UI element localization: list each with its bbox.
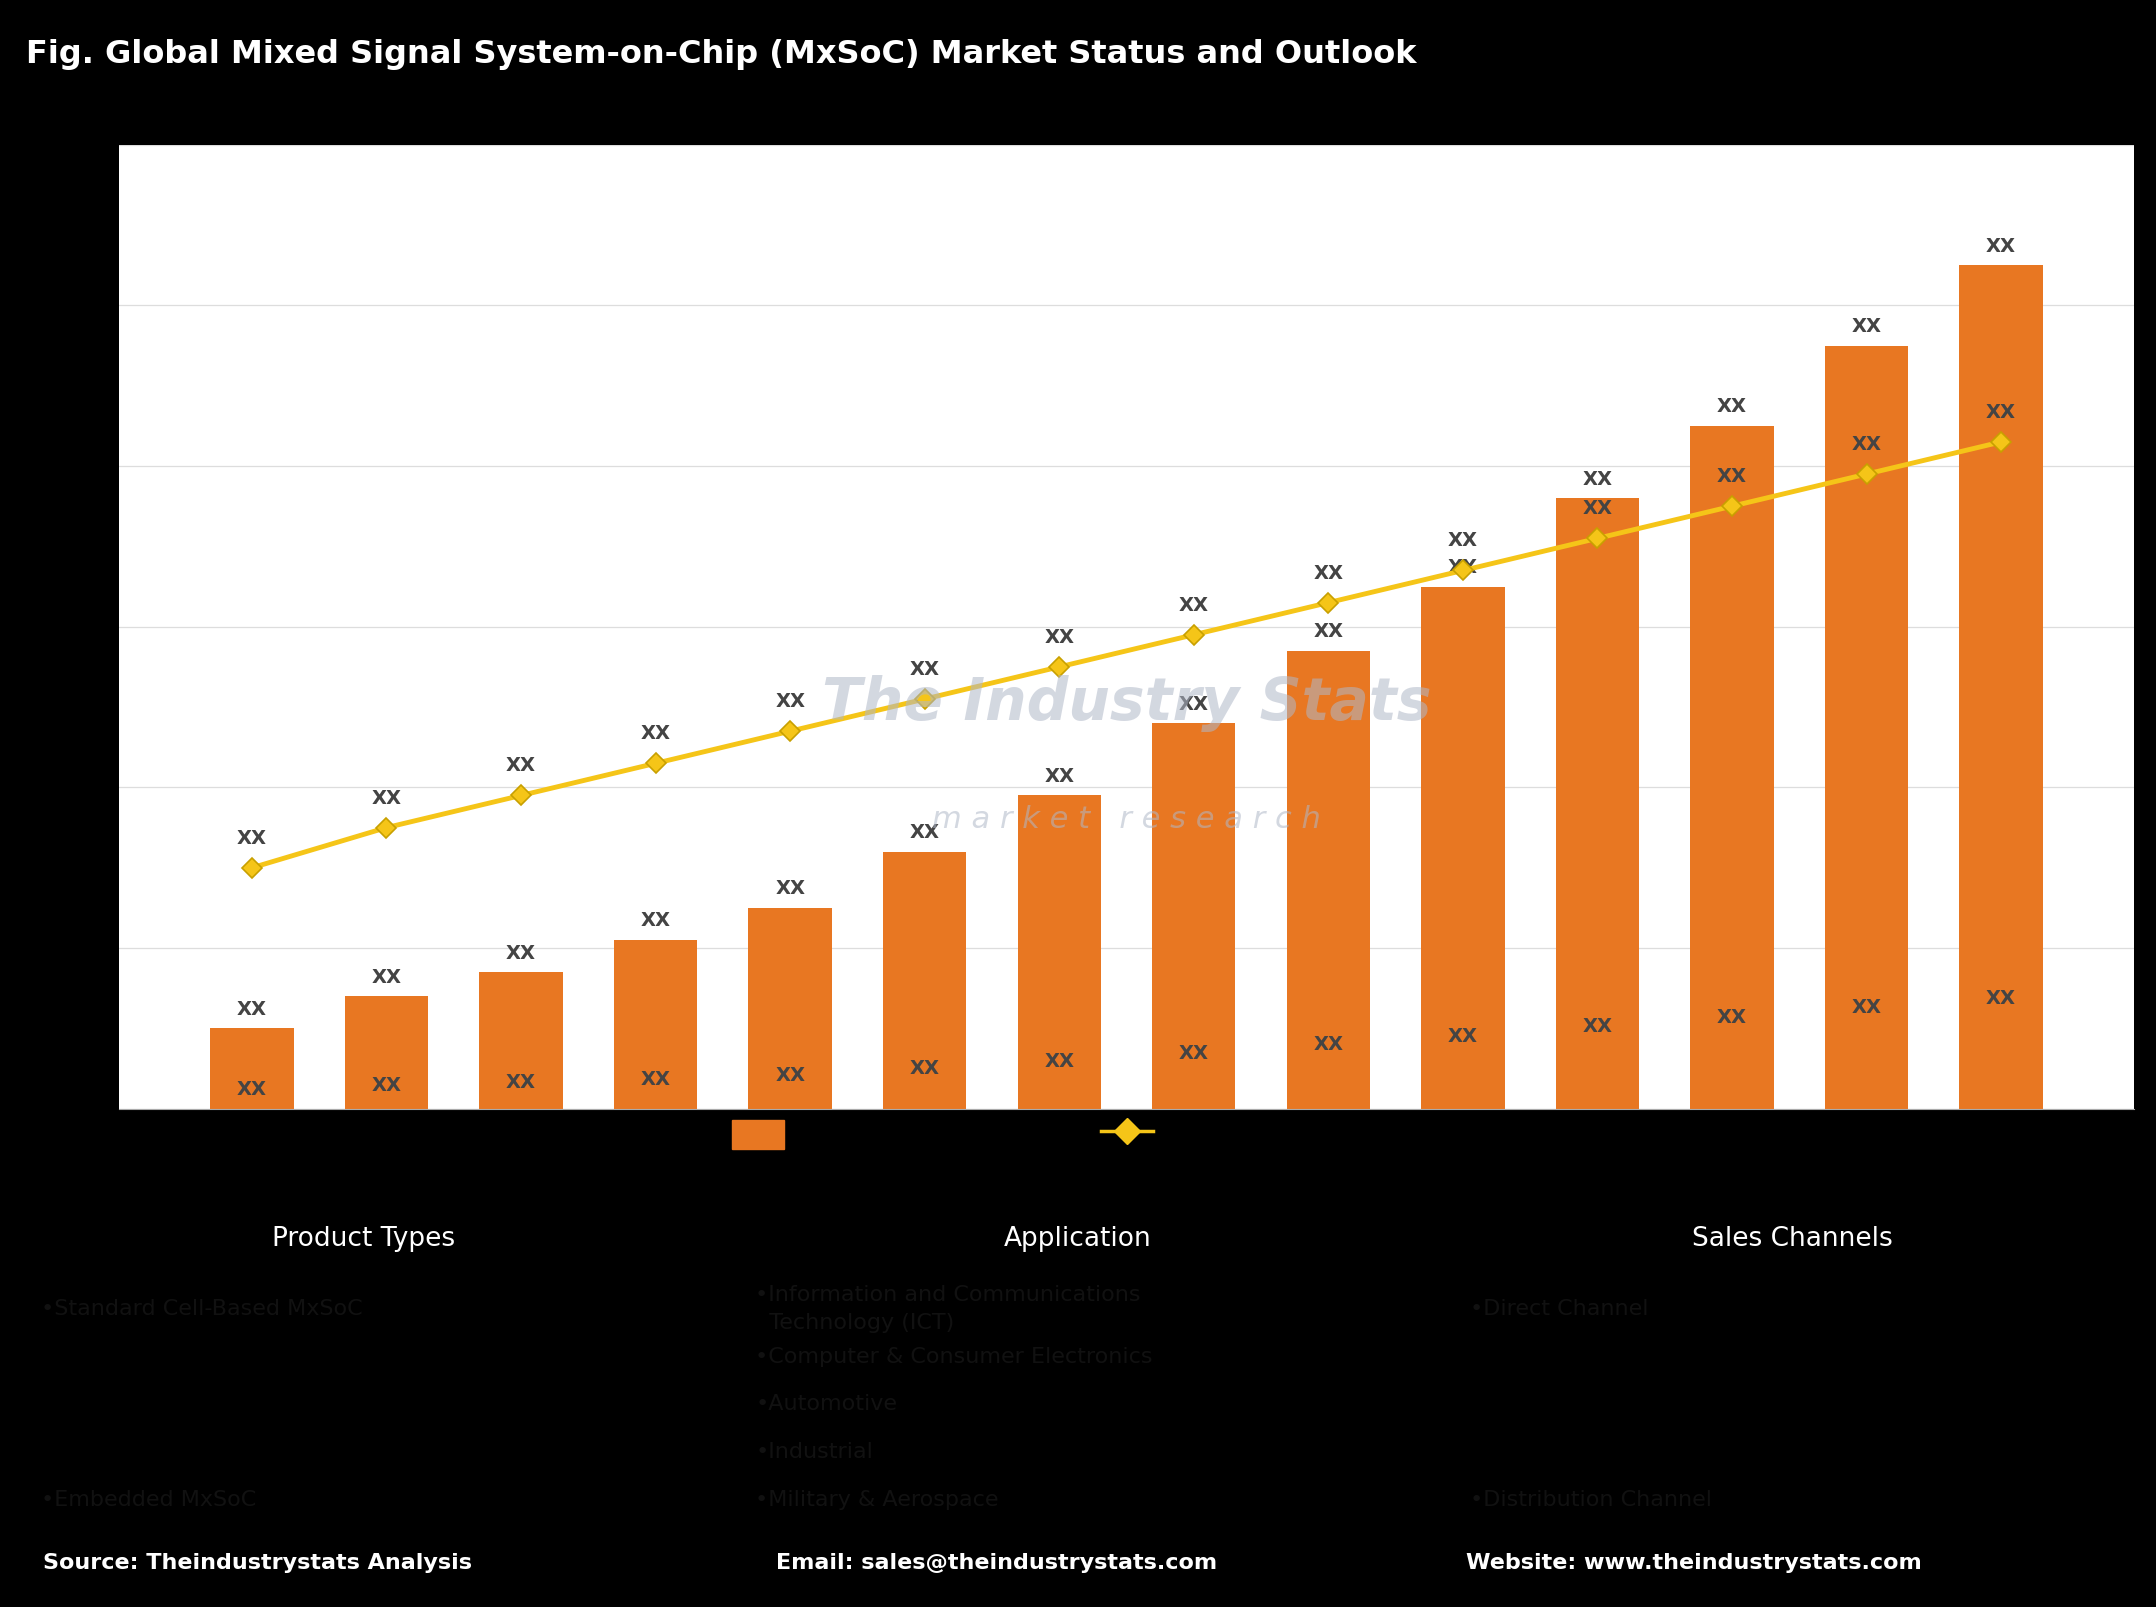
Text: XX: XX [1179, 596, 1210, 615]
Text: •Direct Channel: •Direct Channel [1470, 1300, 1647, 1319]
Text: XX: XX [237, 829, 267, 848]
Bar [209, 1028, 293, 1109]
Text: XX: XX [776, 879, 804, 898]
Text: •Distribution Channel: •Distribution Channel [1470, 1490, 1712, 1509]
Bar [614, 940, 696, 1109]
Text: XX: XX [1179, 694, 1210, 714]
Text: •Embedded MxSoC: •Embedded MxSoC [41, 1490, 257, 1509]
Text: XX: XX [1583, 1017, 1613, 1035]
Text: XX: XX [1044, 628, 1074, 648]
Text: XX: XX [371, 967, 401, 987]
Text: XX: XX [237, 1000, 267, 1019]
Bar [1018, 795, 1102, 1109]
Bar [1151, 723, 1235, 1109]
Text: XX: XX [1716, 1008, 1746, 1027]
Text: XX: XX [1313, 564, 1343, 583]
Bar [1690, 426, 1774, 1109]
Text: XX: XX [910, 823, 940, 842]
Text: XX: XX [1313, 1035, 1343, 1054]
Text: XX: XX [1986, 403, 2016, 423]
Bar [1287, 651, 1369, 1109]
Text: •Information and Communications
  Technology (ICT): •Information and Communications Technolo… [755, 1286, 1141, 1334]
Text: XX: XX [1449, 1027, 1477, 1046]
Text: XX: XX [1179, 1043, 1210, 1062]
Text: Application: Application [1005, 1226, 1151, 1252]
Bar [479, 972, 563, 1109]
Text: •Military & Aerospace: •Military & Aerospace [755, 1490, 998, 1509]
Text: XX: XX [507, 1073, 537, 1093]
Bar [1421, 587, 1505, 1109]
Bar [884, 852, 966, 1109]
Text: Fig. Global Mixed Signal System-on-Chip (MxSoC) Market Status and Outlook: Fig. Global Mixed Signal System-on-Chip … [26, 39, 1416, 71]
Text: The Industry Stats: The Industry Stats [821, 675, 1432, 733]
Text: •Automotive: •Automotive [755, 1395, 897, 1414]
Text: m a r k e t   r e s e a r c h: m a r k e t r e s e a r c h [931, 805, 1322, 834]
Text: XX: XX [910, 1059, 940, 1078]
Text: XX: XX [371, 1077, 401, 1096]
Text: XX: XX [237, 1080, 267, 1099]
Text: XX: XX [507, 757, 537, 776]
Text: XX: XX [910, 660, 940, 680]
Text: XX: XX [640, 725, 671, 742]
Text: XX: XX [507, 943, 537, 963]
Text: XX: XX [1449, 532, 1477, 550]
Text: XX: XX [1044, 1053, 1074, 1072]
Text: Product Types: Product Types [272, 1226, 455, 1252]
Text: XX: XX [1986, 236, 2016, 256]
Bar [1960, 265, 2042, 1109]
Text: •Industrial: •Industrial [755, 1441, 873, 1462]
Text: Website: www.theindustrystats.com: Website: www.theindustrystats.com [1466, 1552, 1921, 1573]
Text: XX: XX [1716, 468, 1746, 485]
Legend: Revenue (Million $), Y-oY Growth Rate (%): Revenue (Million $), Y-oY Growth Rate (%… [722, 1110, 1434, 1159]
Text: XX: XX [1852, 317, 1882, 336]
Text: XX: XX [371, 789, 401, 808]
Bar [1824, 346, 1908, 1109]
Text: Sales Channels: Sales Channels [1692, 1226, 1893, 1252]
Text: XX: XX [640, 911, 671, 930]
Text: Email: sales@theindustrystats.com: Email: sales@theindustrystats.com [776, 1552, 1218, 1573]
Text: XX: XX [1716, 397, 1746, 416]
Text: XX: XX [776, 693, 804, 710]
Text: XX: XX [1449, 558, 1477, 577]
Text: •Computer & Consumer Electronics: •Computer & Consumer Electronics [755, 1347, 1153, 1368]
Bar [748, 908, 832, 1109]
Text: XX: XX [1583, 469, 1613, 489]
Text: XX: XX [1986, 988, 2016, 1008]
Text: XX: XX [1852, 998, 1882, 1017]
Text: •Standard Cell-Based MxSoC: •Standard Cell-Based MxSoC [41, 1300, 362, 1319]
Text: XX: XX [1852, 435, 1882, 455]
Bar [345, 996, 429, 1109]
Text: XX: XX [776, 1065, 804, 1085]
Text: XX: XX [1313, 622, 1343, 641]
Bar [1557, 498, 1639, 1109]
Text: Source: Theindustrystats Analysis: Source: Theindustrystats Analysis [43, 1552, 472, 1573]
Text: XX: XX [640, 1070, 671, 1088]
Text: XX: XX [1044, 767, 1074, 786]
Text: XX: XX [1583, 500, 1613, 519]
